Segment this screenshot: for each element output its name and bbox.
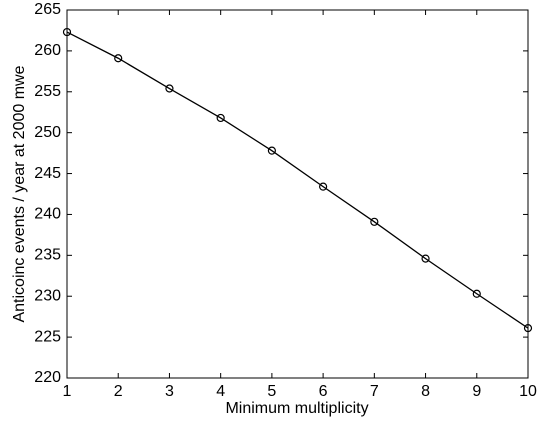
y-tick-label: 250 <box>34 124 61 141</box>
data-point <box>62 27 72 37</box>
data-point <box>216 113 225 123</box>
data-point <box>421 254 430 263</box>
y-tick-label: 245 <box>34 165 61 182</box>
data-point <box>472 289 481 298</box>
data-point <box>319 182 328 191</box>
x-tick-label: 3 <box>165 383 174 400</box>
x-tick-label: 4 <box>216 383 225 400</box>
data-point <box>523 324 533 333</box>
x-axis-label: Minimum multiplicity <box>225 400 368 417</box>
y-tick-label: 220 <box>34 369 61 386</box>
series-line <box>66 31 529 329</box>
y-tick-label: 265 <box>34 1 61 18</box>
x-tick-label: 7 <box>370 383 379 400</box>
x-tick-label: 6 <box>319 383 328 400</box>
y-tick-label: 225 <box>34 328 61 345</box>
x-tick-label: 1 <box>63 383 72 400</box>
data-point <box>165 84 174 93</box>
y-tick-label: 240 <box>34 206 61 223</box>
data-point <box>370 217 379 226</box>
x-tick-label: 5 <box>267 383 276 400</box>
x-tick-label: 2 <box>114 383 123 400</box>
x-tick-label: 8 <box>421 383 430 400</box>
data-point <box>267 146 276 155</box>
y-tick-label: 260 <box>34 42 61 59</box>
x-tick-label: 9 <box>472 383 481 400</box>
x-tick-label: 10 <box>519 383 537 400</box>
y-tick-label: 235 <box>34 247 61 264</box>
y-tick-label: 230 <box>34 287 61 304</box>
y-tick-label: 255 <box>34 83 61 100</box>
data-point <box>114 54 123 63</box>
plot-frame <box>66 9 529 379</box>
y-axis-label: Anticoinc events / year at 2000 mwe <box>11 65 28 322</box>
